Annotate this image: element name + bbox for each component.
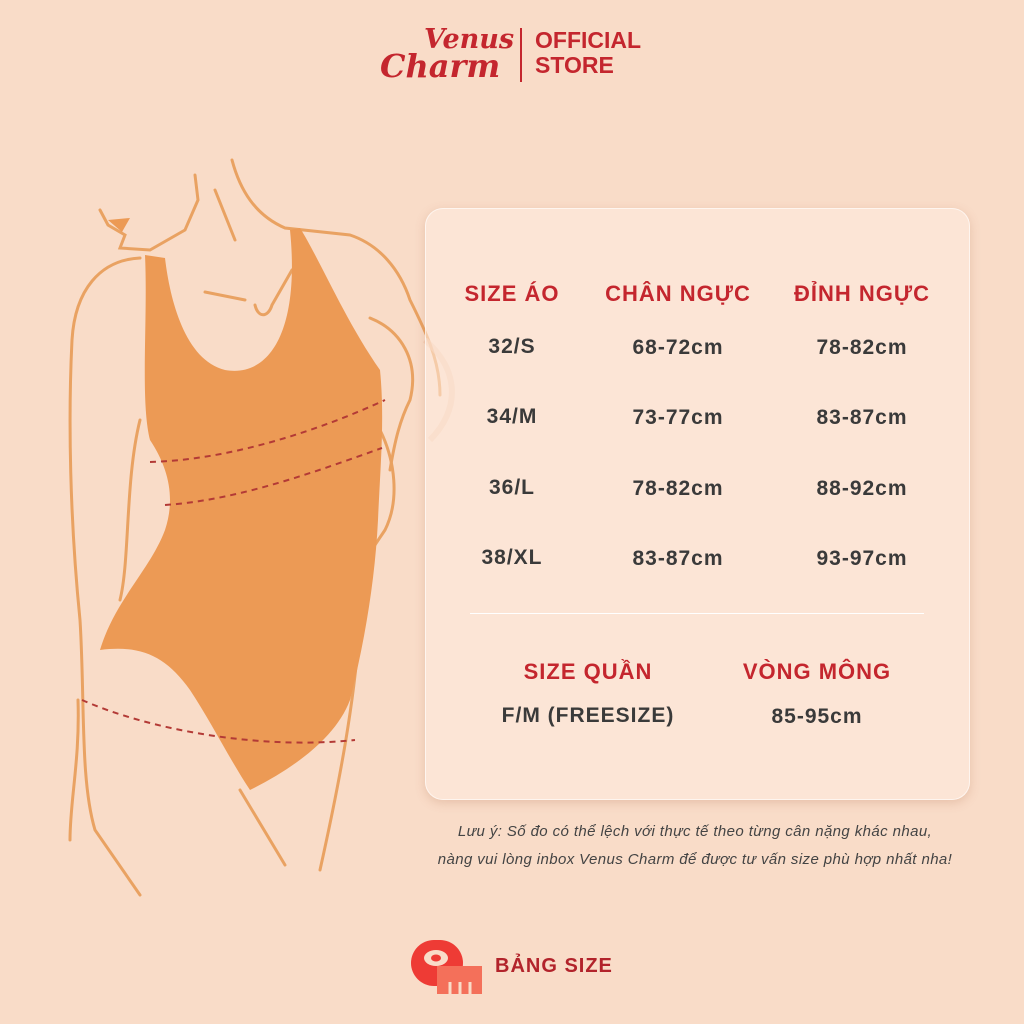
size-cell: 34/M [486, 405, 538, 428]
underbust-cell: 68-72cm [632, 336, 724, 359]
official-store-label: OFFICIAL STORE [535, 28, 641, 78]
store-line-1: OFFICIAL [535, 27, 642, 53]
bust-cell: 93-97cm [816, 547, 908, 570]
underbust-cell: 78-82cm [632, 477, 724, 500]
size-chart-card [425, 208, 970, 800]
bodysuit-figure-illustration [68, 158, 455, 897]
header-vong-mong: VÒNG MÔNG [742, 659, 892, 684]
chest-measure-line [149, 399, 386, 463]
size-cell: 36/L [488, 476, 536, 499]
header-dinh-nguc: ĐỈNH NGỰC [793, 281, 931, 306]
header-size-quan: SIZE QUẦN [523, 659, 653, 684]
bust-cell: 78-82cm [816, 336, 908, 359]
pants-size-cell: F/M (FREESIZE) [501, 704, 675, 727]
bust-cell: 88-92cm [816, 477, 908, 500]
note-text: Lưu ý: Số đo có thể lệch với thực tế the… [400, 818, 990, 874]
size-cell: 32/S [488, 335, 536, 358]
measuring-tape-icon [411, 940, 482, 994]
table-divider [470, 613, 924, 614]
bust-cell: 83-87cm [816, 406, 908, 429]
header-size-ao: SIZE ÁO [464, 281, 560, 306]
bodysuit-shape [100, 228, 383, 790]
underbust-cell: 83-87cm [632, 547, 724, 570]
note-line-1: Lưu ý: Số đo có thể lệch với thực tế the… [457, 823, 933, 840]
underbust-cell: 73-77cm [632, 406, 724, 429]
store-line-2: STORE [535, 52, 614, 78]
logo-charm: Charm [380, 47, 501, 85]
brand-logo: Venus Charm OFFICIAL STORE [378, 24, 658, 86]
note-line-2: nàng vui lòng inbox Venus Charm để được … [437, 851, 953, 868]
size-chart-label: BẢNG SIZE [495, 955, 613, 977]
size-cell: 38/XL [481, 546, 543, 569]
underbust-measure-line [164, 447, 383, 506]
header-chan-nguc: CHÂN NGỰC [605, 281, 751, 306]
logo-divider [520, 28, 522, 82]
logo-venus: Venus [424, 24, 515, 55]
hip-cell: 85-95cm [771, 705, 863, 728]
